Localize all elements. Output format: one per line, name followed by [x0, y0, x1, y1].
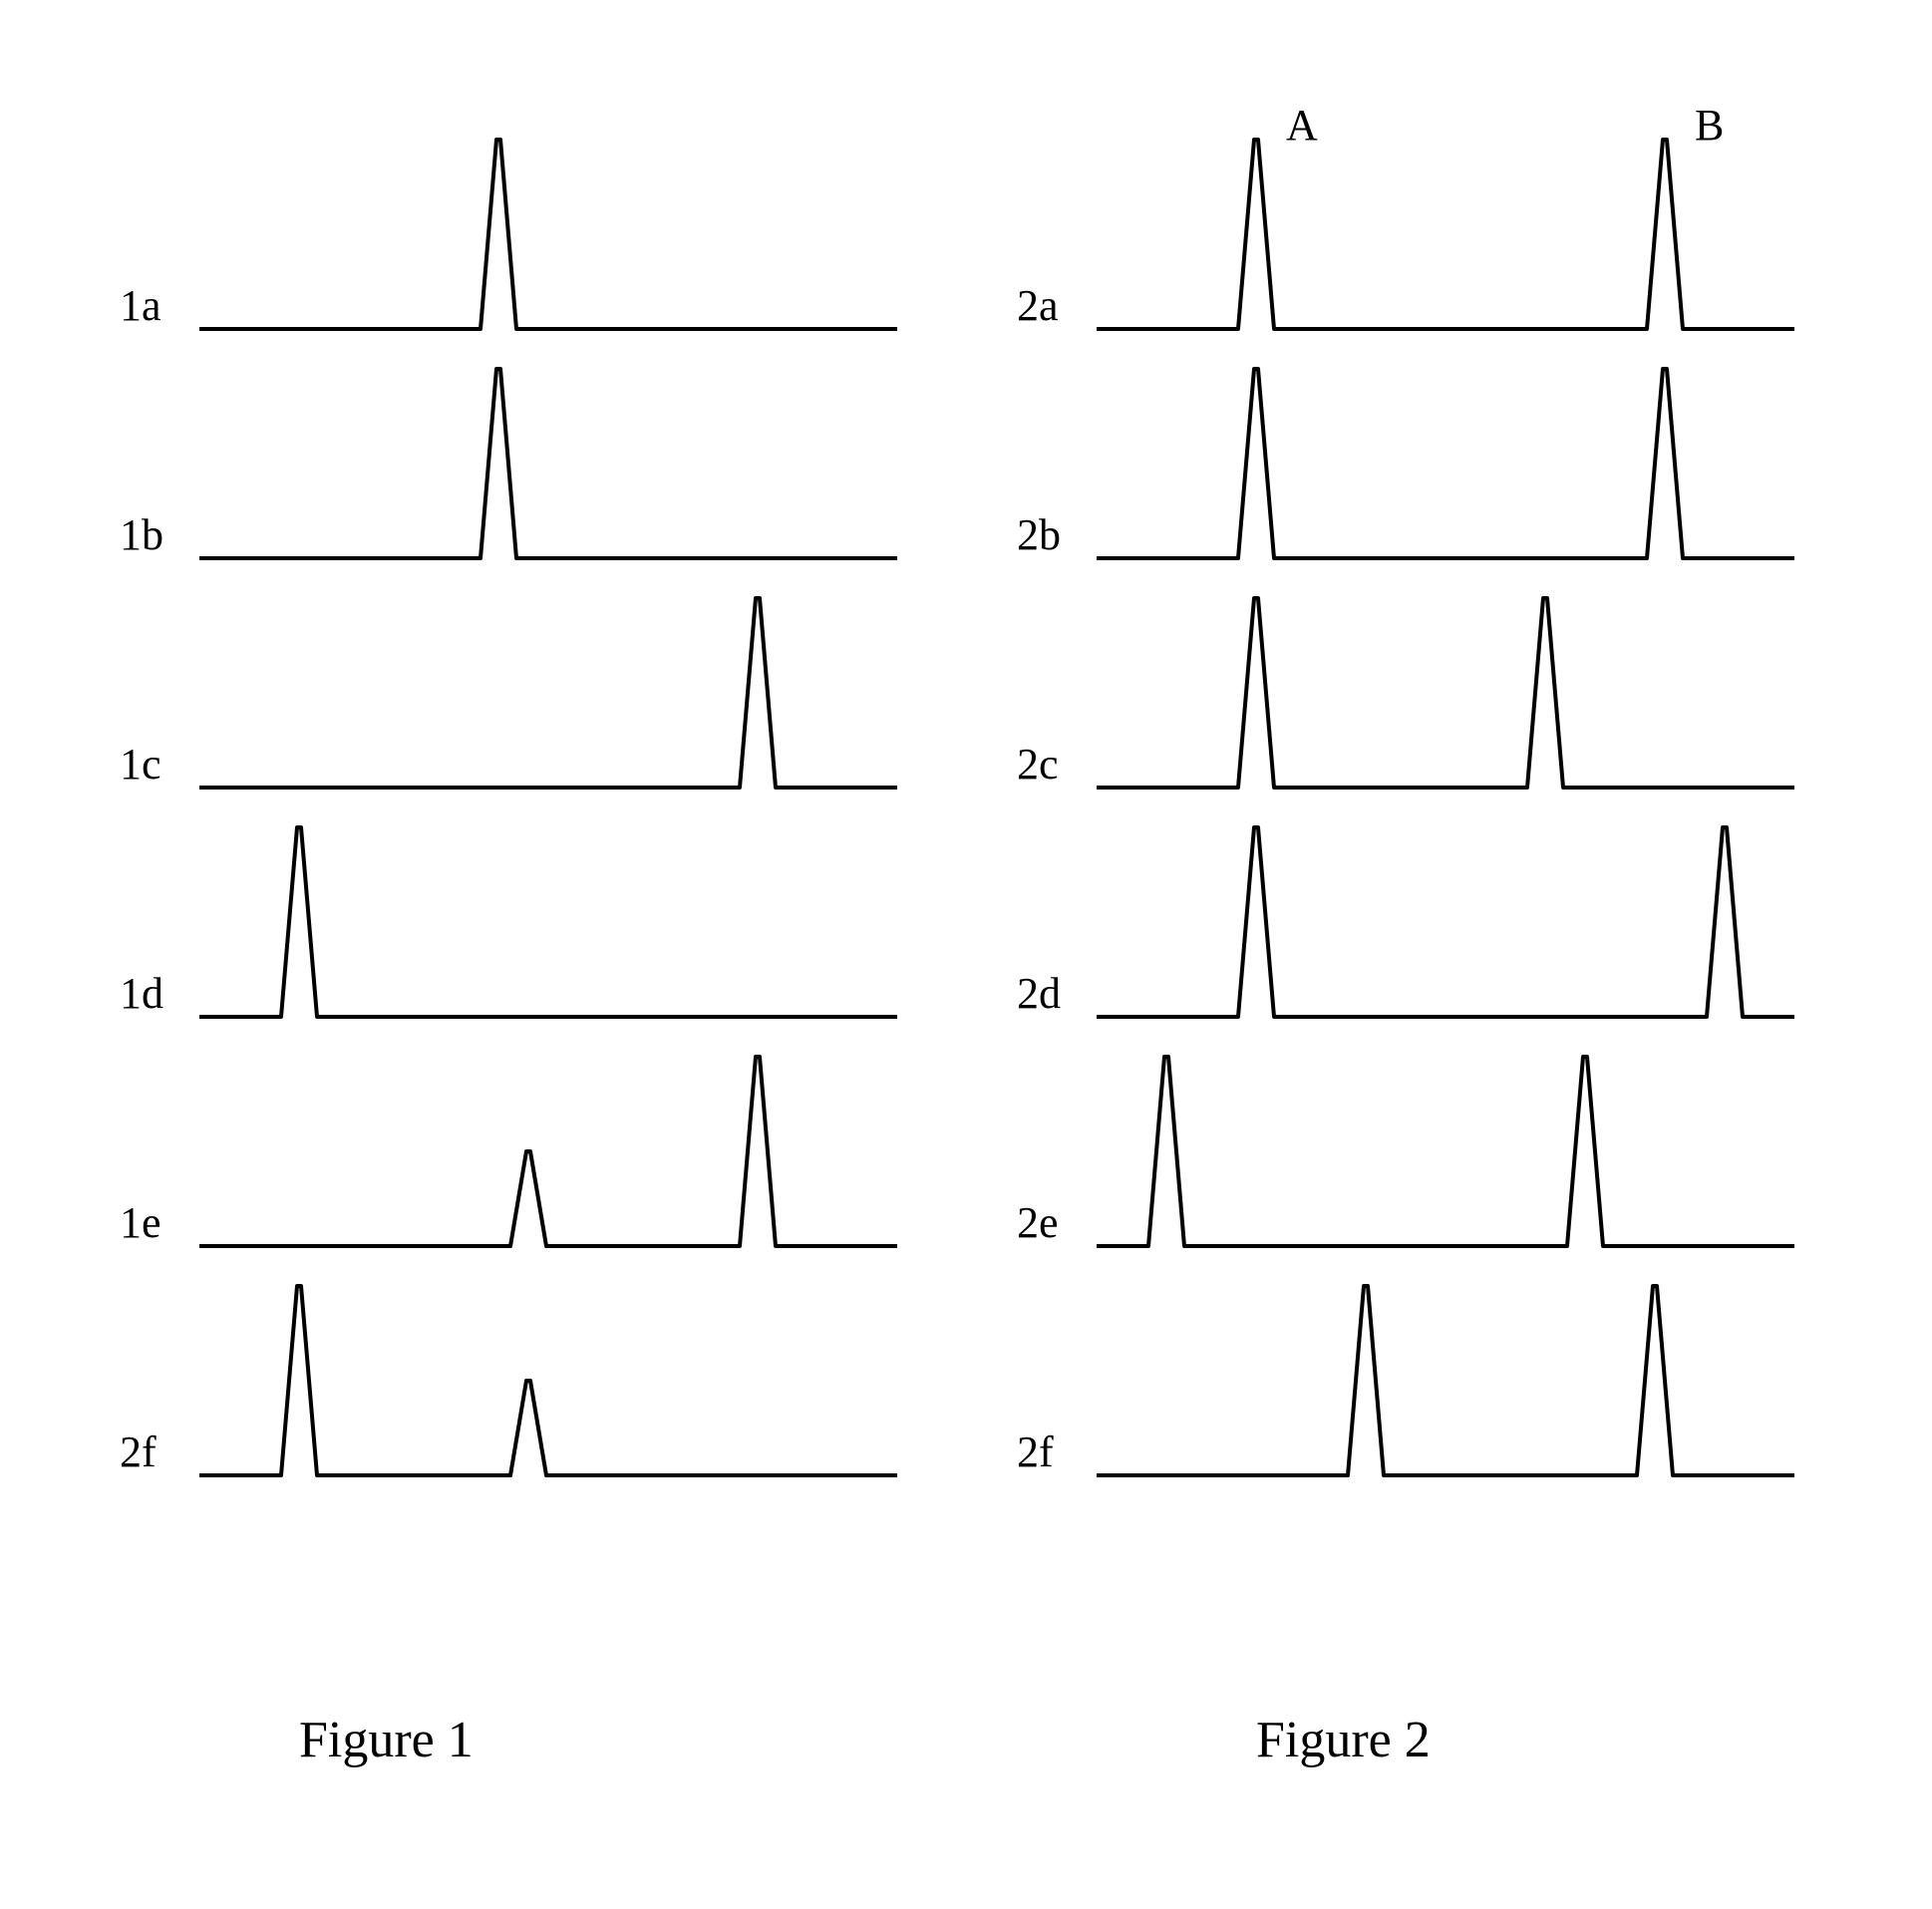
trace-row: 1b: [140, 349, 917, 578]
trace-label: 1e: [120, 1197, 161, 1248]
spectrum-trace: [199, 1276, 897, 1495]
spectrum-trace: [1097, 588, 1794, 807]
figure-1-caption: Figure 1: [299, 1711, 474, 1769]
figure-2: 2a2b2c2d2e2fAB: [1037, 120, 1814, 1495]
trace-row: 1c: [140, 578, 917, 807]
spectrum-trace: [199, 588, 897, 807]
trace-label: 1c: [120, 739, 161, 790]
trace-row: 2b: [1037, 349, 1814, 578]
spectrum-trace: [199, 817, 897, 1037]
spectrum-trace: [1097, 130, 1794, 349]
figure-1: 1a1b1c1d1e2f: [140, 120, 917, 1495]
peak-annotation: B: [1695, 100, 1724, 151]
page: 1a1b1c1d1e2f 2a2b2c2d2e2fAB Figure 1 Fig…: [0, 0, 1932, 1909]
spectrum-trace: [199, 130, 897, 349]
trace-label: 1a: [120, 280, 161, 331]
trace-row: 1a: [140, 120, 917, 349]
trace-row: 1e: [140, 1037, 917, 1266]
trace-label: 1d: [120, 968, 163, 1019]
trace-row: 2e: [1037, 1037, 1814, 1266]
trace-label: 1b: [120, 509, 163, 560]
figure-2-caption: Figure 2: [1256, 1711, 1431, 1769]
trace-row: 2a: [1037, 120, 1814, 349]
trace-label: 2d: [1017, 968, 1061, 1019]
trace-label: 2e: [1017, 1197, 1059, 1248]
spectrum-trace: [1097, 817, 1794, 1037]
trace-label: 2f: [1017, 1427, 1054, 1477]
spectrum-trace: [199, 359, 897, 578]
spectrum-trace: [1097, 1276, 1794, 1495]
trace-label: 2f: [120, 1427, 157, 1477]
trace-label: 2c: [1017, 739, 1059, 790]
trace-row: 2f: [140, 1266, 917, 1495]
spectrum-trace: [1097, 1047, 1794, 1266]
trace-row: 1d: [140, 807, 917, 1037]
trace-row: 2c: [1037, 578, 1814, 807]
trace-label: 2a: [1017, 280, 1059, 331]
trace-label: 2b: [1017, 509, 1061, 560]
trace-row: 2f: [1037, 1266, 1814, 1495]
trace-row: 2d: [1037, 807, 1814, 1037]
peak-annotation: A: [1286, 100, 1318, 151]
spectrum-trace: [1097, 359, 1794, 578]
spectrum-trace: [199, 1047, 897, 1266]
